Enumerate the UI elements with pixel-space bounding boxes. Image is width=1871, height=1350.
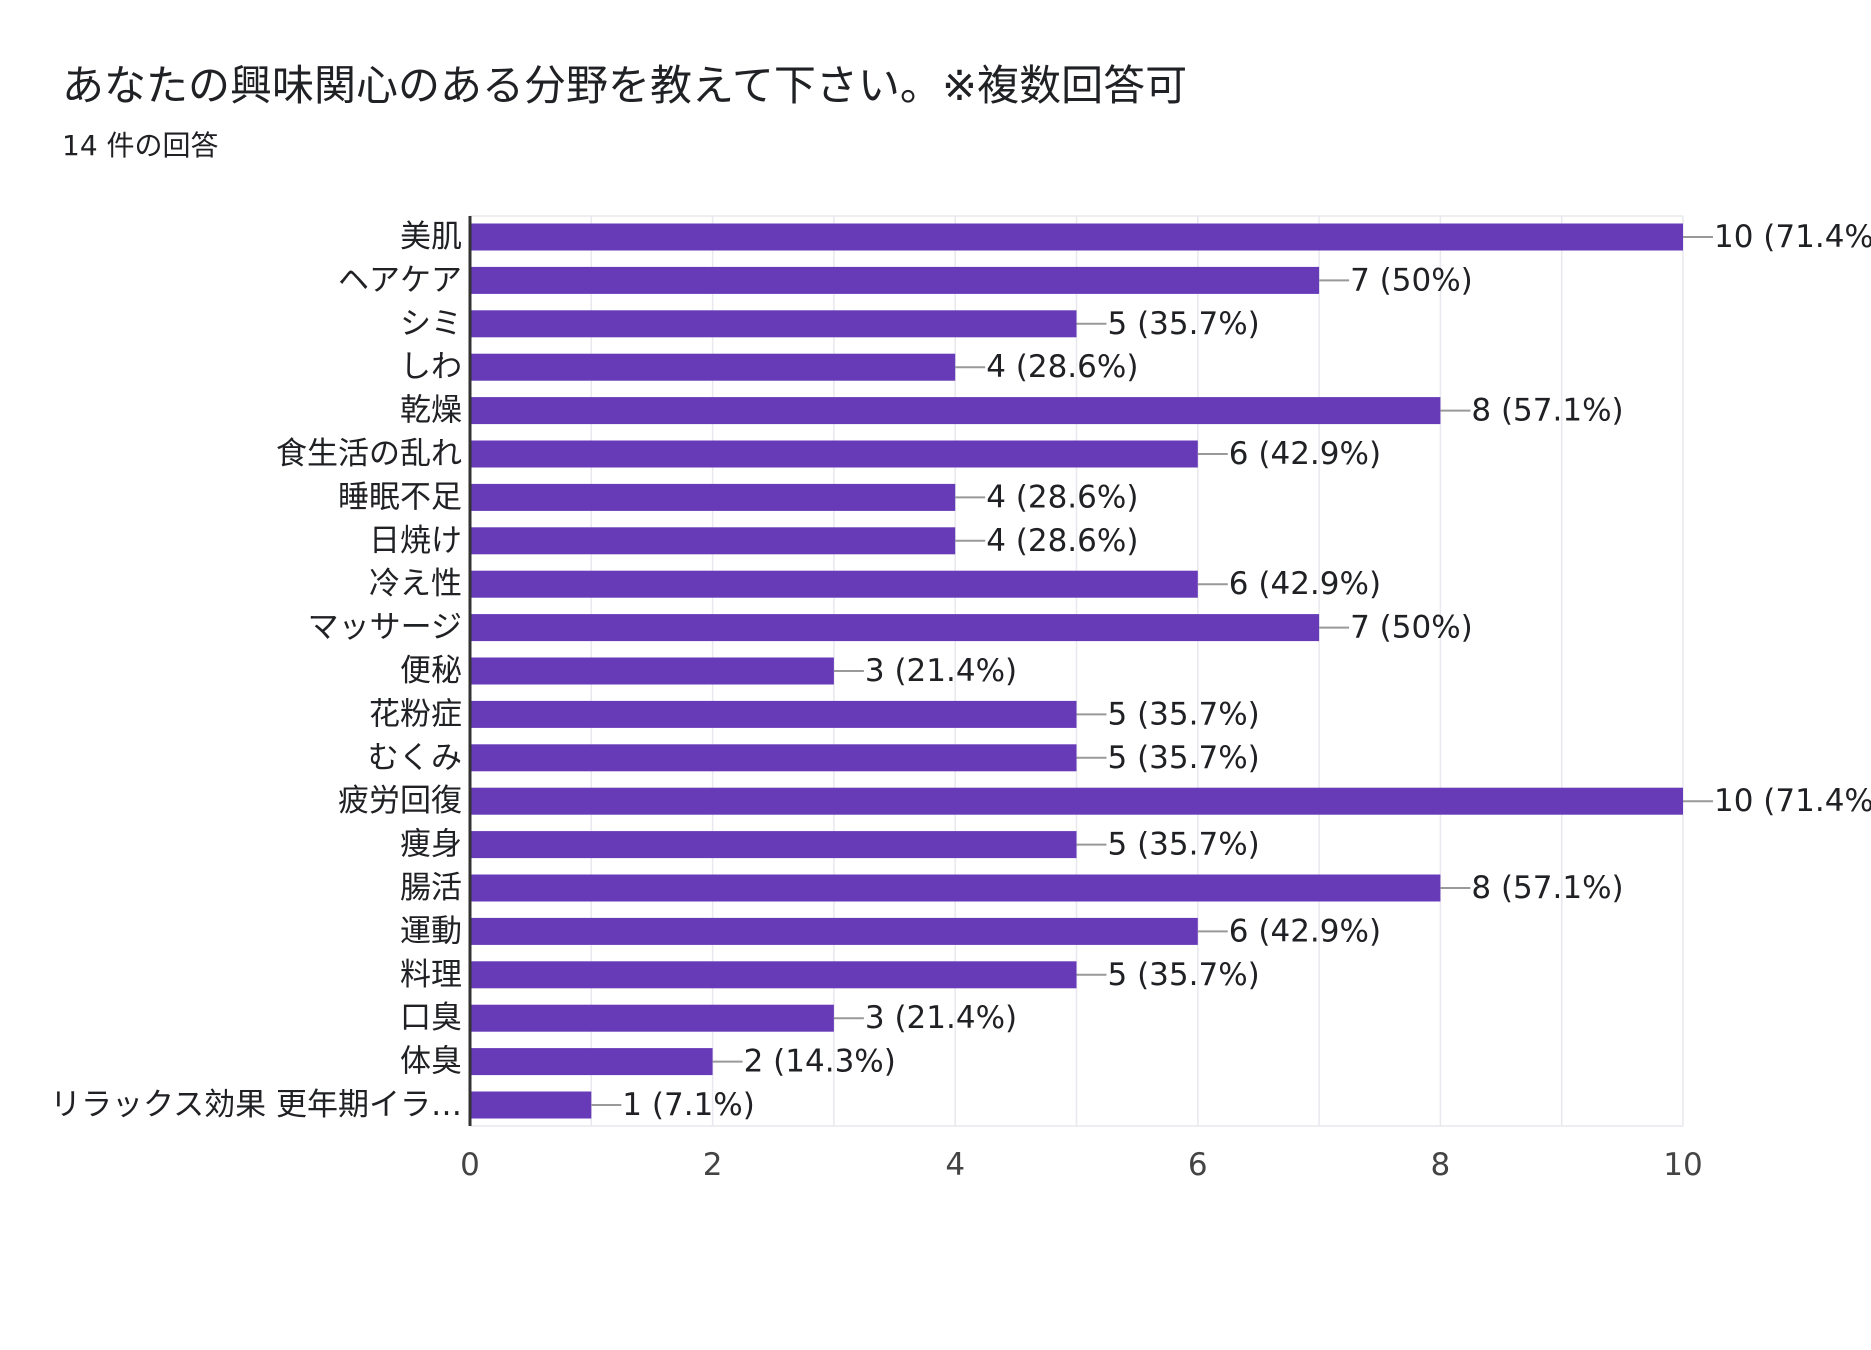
data-label: 6 (42.9%) (1229, 913, 1381, 949)
category-label: 睡眠不足 (338, 479, 462, 515)
data-label: 5 (35.7%) (1108, 957, 1260, 993)
bar (470, 527, 956, 555)
x-tick-label: 0 (460, 1147, 480, 1183)
data-label: 4 (28.6%) (986, 479, 1138, 515)
data-label: 10 (71.4%) (1714, 219, 1871, 255)
bar (470, 353, 956, 381)
category-label: 日焼け (369, 523, 462, 559)
category-label: 体臭 (400, 1044, 462, 1080)
category-label: 冷え性 (369, 566, 462, 602)
category-label: マッサージ (308, 610, 462, 646)
bar (470, 1091, 592, 1119)
bar (470, 570, 1198, 598)
category-label: 痩身 (400, 827, 462, 863)
category-label: 腸活 (400, 870, 462, 906)
data-label: 2 (14.3%) (744, 1044, 896, 1080)
category-label: 疲労回復 (338, 783, 462, 819)
data-label: 7 (50%) (1350, 262, 1473, 298)
data-label: 3 (21.4%) (865, 1000, 1017, 1036)
category-label: むくみ (368, 740, 462, 776)
category-label: 乾燥 (400, 393, 462, 429)
bar (470, 1004, 834, 1032)
data-label: 5 (35.7%) (1108, 740, 1260, 776)
bar (470, 614, 1320, 642)
bar (470, 874, 1441, 902)
data-label: 5 (35.7%) (1108, 696, 1260, 732)
category-label: 食生活の乱れ (276, 436, 462, 472)
category-label: しわ (400, 349, 462, 385)
chart-title: あなたの興味関心のある分野を教えて下さい。※複数回答可 (62, 61, 1188, 110)
data-label: 4 (28.6%) (986, 349, 1138, 385)
category-label: 美肌 (400, 219, 462, 255)
bar (470, 961, 1077, 989)
x-tick-label: 8 (1431, 1147, 1451, 1183)
bar (470, 657, 834, 685)
bar (470, 266, 1320, 294)
data-label: 8 (57.1%) (1471, 393, 1623, 429)
bar (470, 744, 1077, 772)
data-label: 4 (28.6%) (986, 523, 1138, 559)
data-label: 6 (42.9%) (1229, 566, 1381, 602)
bar (470, 787, 1683, 815)
bar (470, 483, 956, 511)
data-label: 1 (7.1%) (622, 1087, 755, 1123)
bar (470, 440, 1198, 468)
x-tick-label: 10 (1663, 1147, 1702, 1183)
bar (470, 397, 1441, 425)
bar (470, 831, 1077, 859)
x-tick-label: 6 (1188, 1147, 1208, 1183)
category-label: 口臭 (400, 1000, 462, 1036)
data-label: 10 (71.4%) (1714, 783, 1871, 819)
bar (470, 700, 1077, 728)
category-label: 料理 (400, 957, 462, 993)
category-label: シミ (400, 306, 462, 342)
data-label: 7 (50%) (1350, 610, 1473, 646)
bar (470, 223, 1683, 251)
response-count: 14 件の回答 (62, 129, 219, 162)
x-tick-label: 4 (945, 1147, 965, 1183)
chart-header: あなたの興味関心のある分野を教えて下さい。※複数回答可 14 件の回答 (62, 58, 1187, 164)
category-label: 運動 (400, 913, 462, 949)
bar (470, 1048, 713, 1076)
category-label: ヘアケア (338, 262, 462, 298)
x-tick-label: 2 (703, 1147, 723, 1183)
data-label: 3 (21.4%) (865, 653, 1017, 689)
category-label: リラックス効果 更年期イラ… (50, 1087, 462, 1123)
category-label: 花粉症 (369, 696, 462, 732)
category-label: 便秘 (400, 653, 462, 689)
data-label: 5 (35.7%) (1108, 827, 1260, 863)
bar (470, 917, 1198, 945)
bar (470, 310, 1077, 338)
data-label: 6 (42.9%) (1229, 436, 1381, 472)
data-label: 5 (35.7%) (1108, 306, 1260, 342)
data-label: 8 (57.1%) (1471, 870, 1623, 906)
